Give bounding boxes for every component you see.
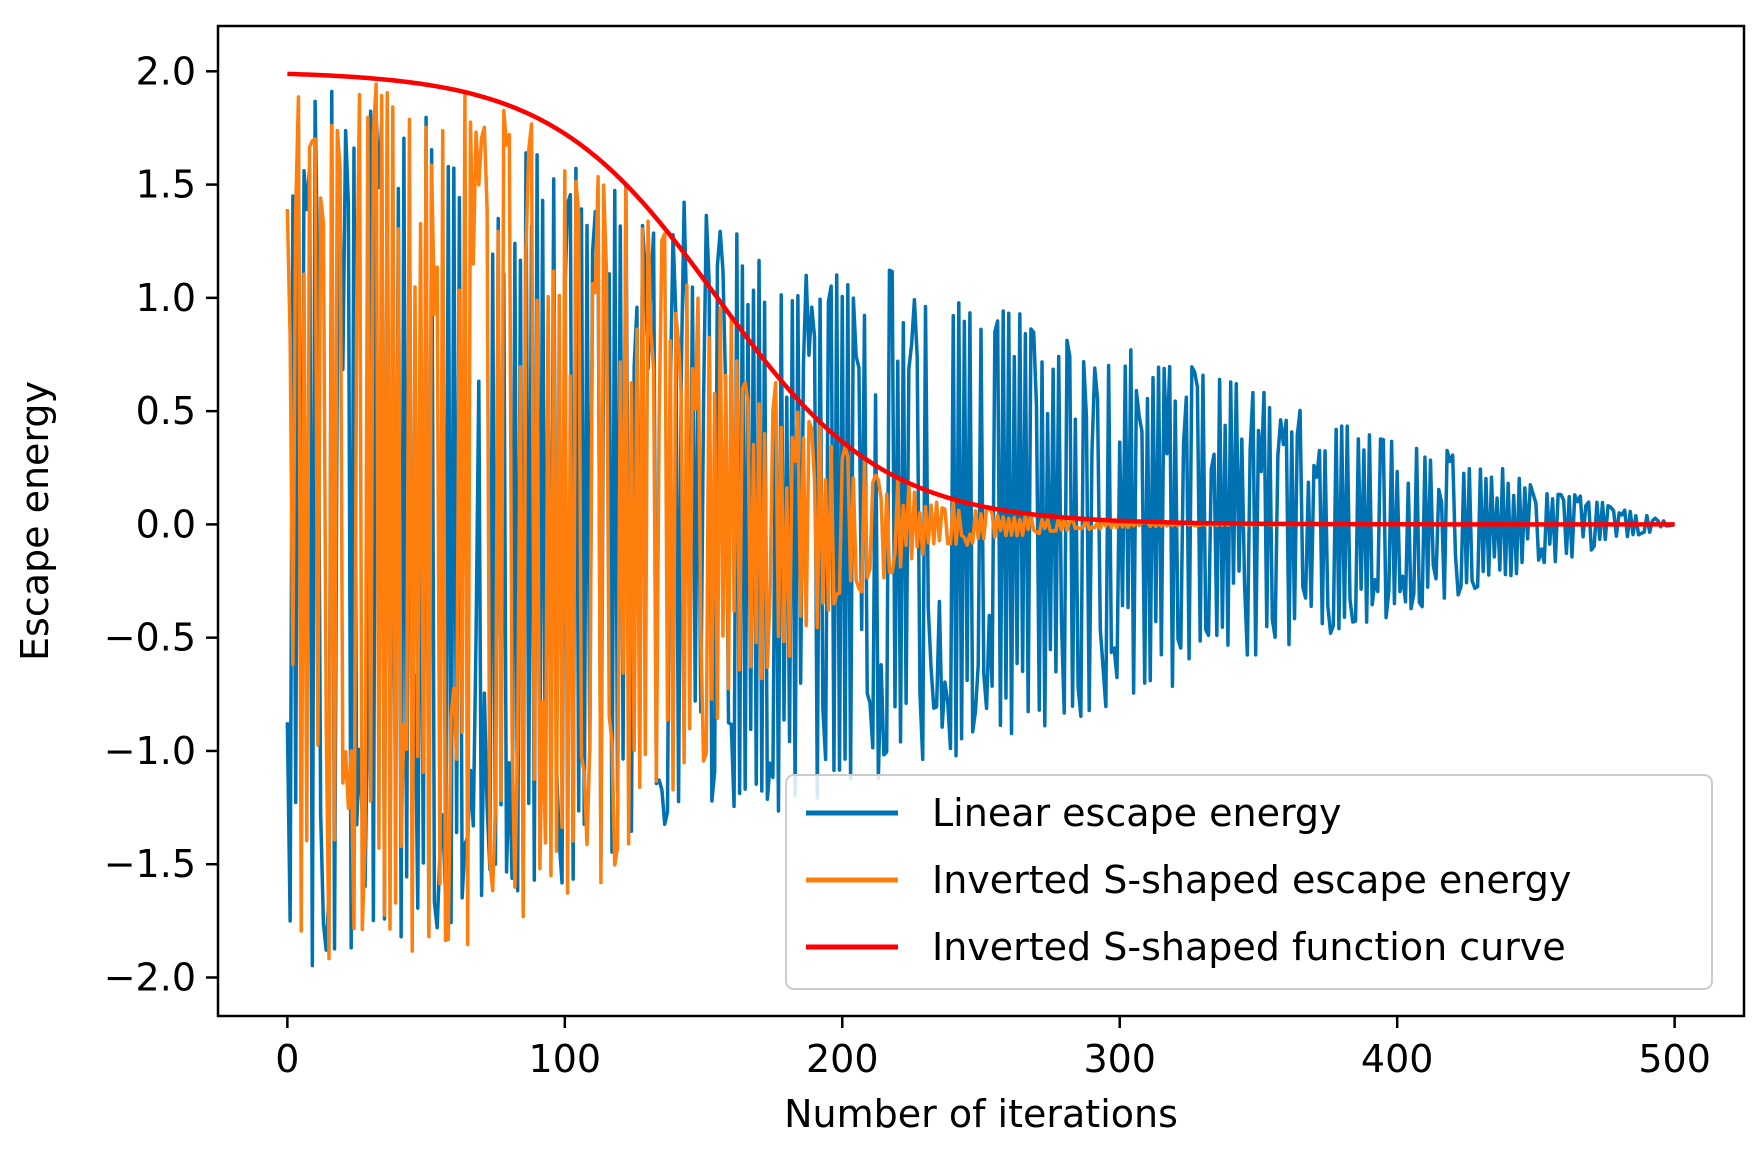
ticks-layer: 0 100 200 300 400 500 2.0 1.5 1.0 0.5 0.0 −0.5 −1.0 −… — [104, 49, 1711, 1081]
y-tick-label: −1.5 — [104, 842, 196, 886]
x-tick-label: 500 — [1638, 1037, 1711, 1081]
y-tick-label: −2.0 — [104, 955, 196, 999]
series-layer — [285, 71, 1676, 968]
x-tick-label: 0 — [275, 1037, 299, 1081]
y-axis-label: Escape energy — [13, 381, 57, 661]
y-tick-label: −1.0 — [104, 729, 196, 773]
legend-label-inverted-s-curve: Inverted S-shaped function curve — [932, 925, 1566, 969]
y-tick-label: 2.0 — [136, 49, 196, 93]
legend: Linear escape energy Inverted S-shaped e… — [785, 774, 1713, 990]
y-tick-label: 0.0 — [136, 502, 196, 546]
legend-label-linear: Linear escape energy — [932, 791, 1342, 835]
x-tick-label: 100 — [529, 1037, 602, 1081]
legend-box — [785, 774, 1713, 990]
x-axis-label: Number of iterations — [784, 1092, 1178, 1136]
x-tick-label: 300 — [1083, 1037, 1156, 1081]
legend-label-inverted-s-energy: Inverted S-shaped escape energy — [932, 858, 1571, 902]
plot-area-frame — [216, 24, 1746, 1018]
y-tick-label: −0.5 — [104, 616, 196, 660]
y-tick-label: 1.0 — [136, 276, 196, 320]
y-tick-label: 1.5 — [136, 163, 196, 207]
series-line-inverted-s-function-curve — [287, 71, 1675, 527]
x-tick-label: 200 — [806, 1037, 879, 1081]
x-tick-label: 400 — [1361, 1037, 1434, 1081]
y-tick-label: 0.5 — [136, 389, 196, 433]
